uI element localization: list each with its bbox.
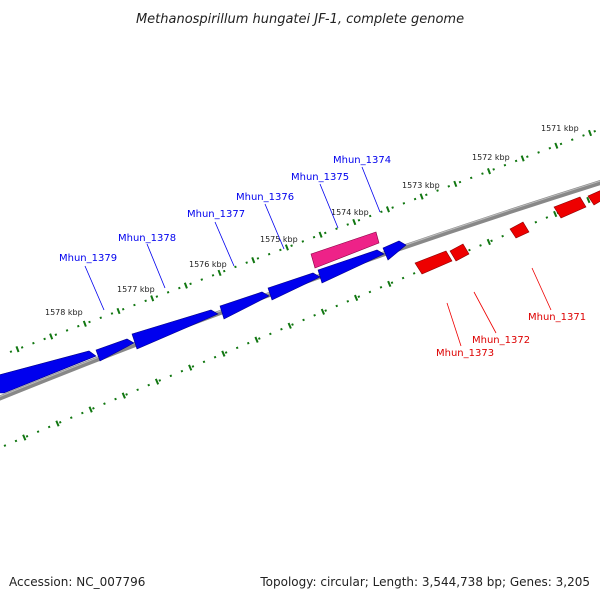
ruler-major-tick (287, 322, 292, 329)
gene-label-mhun-1376[interactable]: Mhun_1376 (236, 192, 294, 203)
backbone-line (0, 180, 600, 401)
ruler-major-tick (217, 269, 222, 277)
gene-arrow-mhun-1378-a (95, 338, 135, 362)
ruler-major-ticks (15, 129, 593, 353)
ruler-major-tick (554, 142, 559, 149)
callout-line-mhun-1375 (319, 183, 339, 229)
ruler-major-tick (588, 129, 593, 137)
outer-tick-ruler (9, 129, 599, 353)
callout-line-mhun-1379 (84, 265, 105, 311)
gene-label-mhun-1377[interactable]: Mhun_1377 (187, 209, 245, 220)
gene-arrow-highlighted (310, 231, 380, 269)
gene-arrow-mhun-1378-b (131, 309, 219, 350)
ruler-major-tick (121, 392, 126, 399)
ruler-major-tick (88, 406, 93, 413)
callout-line-mhun-1377 (214, 221, 235, 267)
ruler-major-tick (385, 206, 390, 213)
ruler-major-tick (55, 420, 60, 427)
gene-arrow-offscreen-b (587, 190, 600, 206)
ruler-major-tick (251, 257, 256, 264)
gene-arrow-mhun-1374 (382, 240, 407, 261)
reverse-gene-callouts: Mhun_1371 Mhun_1372 Mhun_1373 (436, 267, 586, 359)
reverse-genes (414, 190, 600, 275)
forward-genes (0, 240, 407, 394)
gene-label-mhun-1374[interactable]: Mhun_1374 (333, 155, 391, 166)
ruler-major-tick (116, 307, 121, 315)
ruler-major-tick (453, 180, 458, 188)
ruler-major-tick (183, 282, 188, 289)
ruler-major-tick (82, 320, 87, 327)
gene-arrow-mhun-1376 (267, 272, 321, 301)
ruler-major-tick (22, 434, 27, 441)
ruler-label-1574: 1574 kbp (331, 208, 369, 217)
ruler-major-tick (520, 155, 525, 162)
ruler-label-1575: 1575 kbp (260, 235, 298, 244)
ruler-label-1573: 1573 kbp (402, 181, 440, 190)
gene-label-mhun-1375[interactable]: Mhun_1375 (291, 172, 349, 183)
ruler-label-1577: 1577 kbp (117, 285, 155, 294)
ruler-label-1576: 1576 kbp (189, 260, 227, 269)
inner-tick-ruler (3, 195, 599, 447)
callout-line-mhun-1371 (531, 267, 552, 311)
ruler-label-1571: 1571 kbp (541, 124, 579, 133)
ruler-major-tick (150, 295, 155, 302)
gene-arrow-mhun-1371 (509, 221, 530, 239)
ruler-major-tick (254, 336, 259, 343)
ruler-major-tick (154, 378, 160, 385)
accession-text: Accession: NC_007796 (9, 575, 145, 589)
gene-arrow-mhun-1379 (0, 350, 97, 394)
ruler-major-tick (49, 333, 54, 340)
genome-summary-text: Topology: circular; Length: 3,544,738 bp… (259, 575, 590, 589)
callout-line-mhun-1378 (146, 243, 166, 289)
ruler-major-tick (352, 218, 357, 226)
gene-label-mhun-1378[interactable]: Mhun_1378 (118, 233, 176, 244)
gene-arrow-mhun-1375 (317, 249, 385, 284)
ruler-major-tick (553, 210, 558, 218)
ruler-major-tick (487, 167, 491, 175)
gene-label-mhun-1371[interactable]: Mhun_1371 (528, 312, 586, 323)
gene-arrow-mhun-1377 (219, 291, 270, 320)
gene-label-mhun-1372[interactable]: Mhun_1372 (472, 335, 530, 346)
inner-tick-track (3, 195, 599, 447)
forward-gene-callouts: Mhun_1374 Mhun_1375 Mhun_1376 Mhun_1377 … (59, 155, 391, 311)
callout-line-mhun-1376 (264, 203, 285, 250)
callout-line-mhun-1374 (361, 166, 381, 213)
ruler-major-tick (387, 280, 392, 288)
gene-label-mhun-1373[interactable]: Mhun_1373 (436, 348, 494, 359)
gene-arrow-mhun-1373 (414, 250, 453, 275)
ruler-label-1578: 1578 kbp (45, 308, 83, 317)
gene-label-mhun-1379[interactable]: Mhun_1379 (59, 253, 117, 264)
ruler-major-tick (221, 350, 226, 357)
ruler-major-tick (284, 244, 289, 251)
ruler-label-group: 1571 kbp 1572 kbp 1573 kbp 1574 kbp 1575… (45, 124, 579, 317)
ruler-major-tick (320, 308, 325, 315)
highlighted-gene (310, 231, 380, 269)
ruler-major-tick (419, 193, 424, 200)
callout-line-mhun-1373 (446, 302, 462, 347)
ruler-major-tick (486, 238, 491, 246)
gene-arrow-mhun-1372 (449, 243, 470, 262)
ruler-major-tick (354, 294, 359, 301)
map-title: Methanospirillum hungatei JF-1, complete… (136, 12, 464, 27)
ruler-label-1572: 1572 kbp (472, 153, 510, 162)
ruler-major-tick (15, 346, 20, 353)
ruler-major-tick (188, 364, 193, 371)
inner-major-ticks (22, 196, 591, 441)
genome-backbone (0, 180, 600, 401)
gene-arrow-offscreen-a (553, 196, 587, 219)
ruler-major-tick (586, 196, 591, 204)
ruler-major-tick (318, 231, 323, 238)
callout-line-mhun-1372 (473, 291, 497, 334)
